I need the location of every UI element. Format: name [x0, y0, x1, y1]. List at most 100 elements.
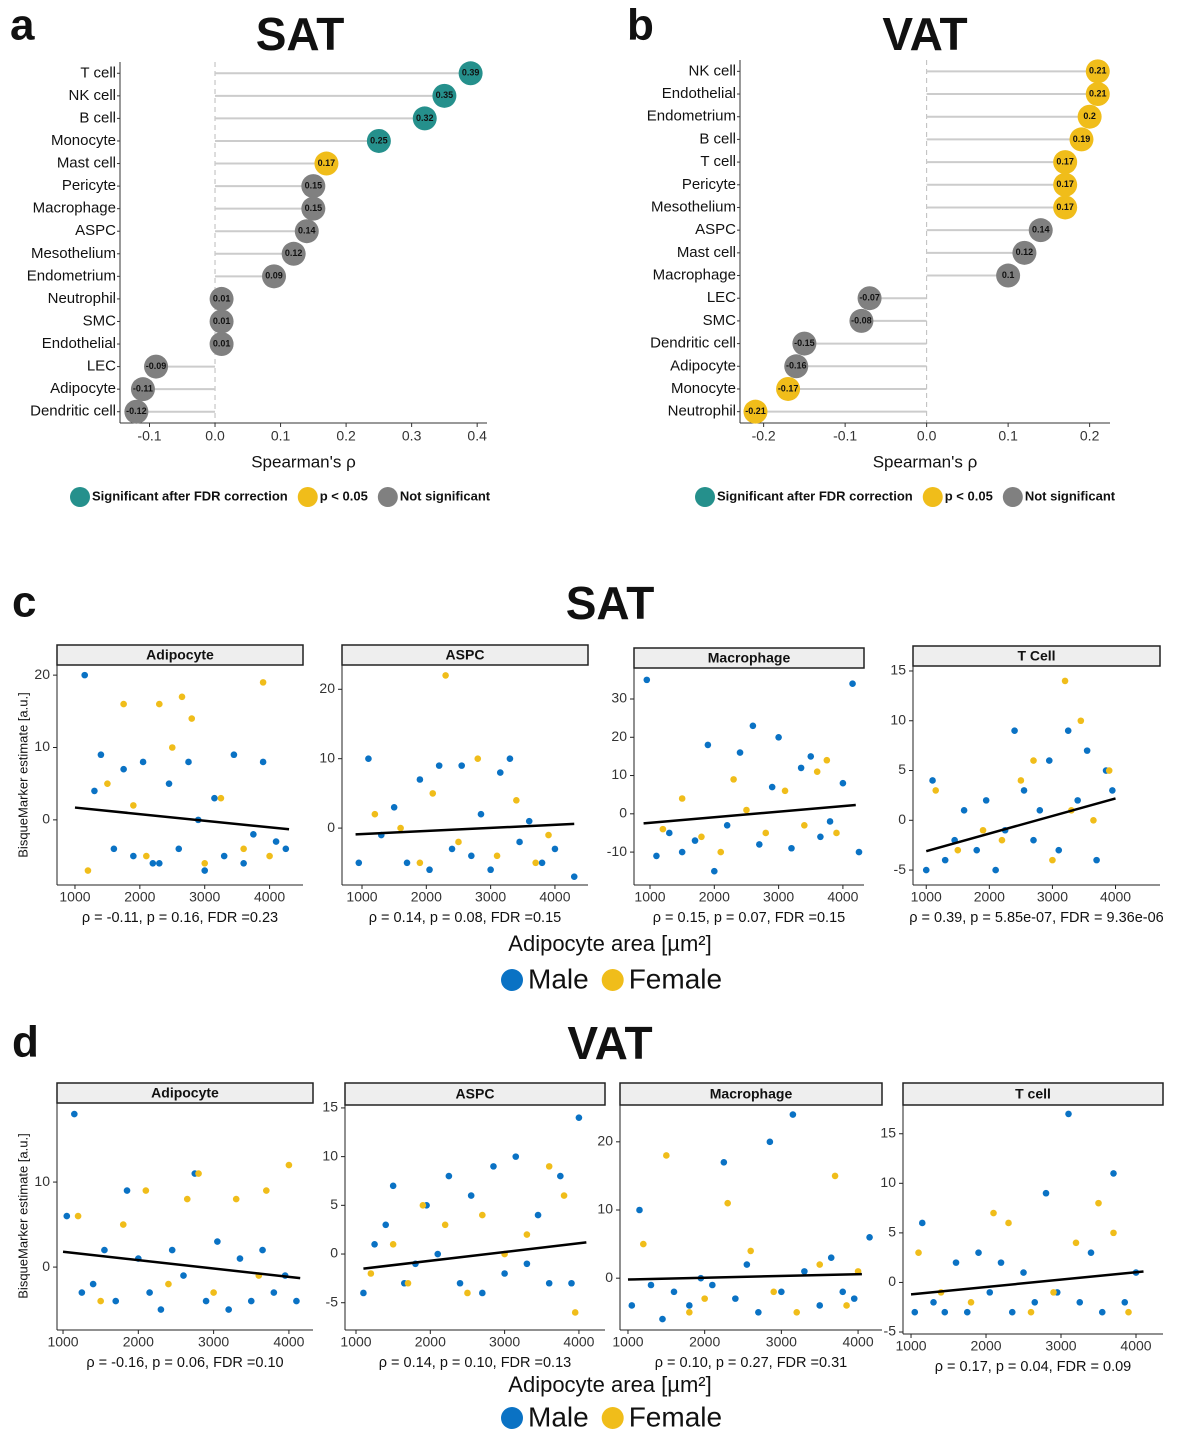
y-tick-label: 0 — [605, 1269, 613, 1285]
point — [97, 751, 105, 759]
x-tick-label: 3000 — [1045, 1338, 1076, 1354]
y-tick-label: 20 — [319, 680, 335, 696]
point — [1049, 856, 1056, 864]
x-tick-label: 3000 — [766, 1334, 797, 1350]
point — [801, 1268, 808, 1275]
stats-label: ρ = -0.11, p = 0.16, FDR =0.23 — [82, 910, 278, 926]
dot — [412, 106, 437, 131]
point — [512, 1153, 520, 1160]
point — [788, 844, 795, 852]
point — [188, 715, 196, 722]
dot — [366, 128, 391, 153]
point — [826, 818, 834, 825]
category-label: B cell — [699, 130, 736, 147]
point — [724, 1199, 731, 1207]
y-tick-label: 10 — [319, 749, 335, 765]
point — [717, 848, 725, 856]
point — [81, 671, 89, 679]
value-label: 0.2 — [1083, 111, 1096, 121]
x-tick-label: 1000 — [634, 889, 665, 905]
legend-label: Female — [629, 1401, 722, 1432]
x-tick-label: 1000 — [911, 889, 942, 905]
category-label: Neutrophil — [668, 403, 736, 420]
point — [71, 1110, 78, 1118]
point — [532, 859, 539, 867]
point — [442, 672, 449, 679]
point — [816, 1261, 824, 1268]
point — [403, 859, 411, 867]
stats-label: ρ = 0.17, p = 0.04, FDR = 0.09 — [935, 1359, 1131, 1375]
strip — [902, 1082, 1164, 1106]
point — [1011, 727, 1018, 735]
x-tick-label: 4000 — [563, 1334, 594, 1350]
y-tick-label: 5 — [898, 761, 906, 777]
legend-swatch — [922, 487, 943, 507]
point — [1090, 816, 1097, 824]
point — [214, 1238, 221, 1245]
point — [551, 845, 559, 853]
y-tick-label: 10 — [34, 738, 50, 754]
point — [168, 744, 176, 751]
stats-label: ρ = 0.15, p = 0.07, FDR =0.15 — [653, 910, 845, 926]
point — [1030, 836, 1037, 844]
dot — [130, 377, 155, 402]
point — [441, 1221, 449, 1229]
y-tick-label: 10 — [597, 1201, 613, 1217]
point — [1065, 1110, 1072, 1118]
section-title: VAT — [567, 1017, 652, 1069]
category-label: Macrophage — [33, 200, 116, 217]
panel-letter: c — [12, 578, 36, 627]
point — [416, 859, 424, 867]
x-tick-label: 0.0 — [205, 428, 225, 444]
point — [456, 1279, 464, 1287]
y-tick-label: 0 — [888, 1273, 896, 1289]
point — [915, 1249, 922, 1257]
y-tick-label: 0 — [42, 811, 50, 827]
x-tick-label: 0.4 — [467, 428, 487, 444]
point — [922, 866, 930, 874]
point — [575, 1114, 583, 1121]
point — [1050, 1289, 1057, 1296]
category-label: LEC — [87, 358, 116, 375]
point — [973, 846, 981, 854]
point — [770, 1288, 778, 1296]
point — [538, 859, 546, 867]
point — [263, 1187, 270, 1194]
point — [180, 1272, 187, 1279]
y-tick-label: -10 — [607, 843, 627, 859]
category-label: Monocyte — [51, 132, 116, 149]
y-tick-label: 30 — [611, 690, 627, 706]
point — [506, 755, 514, 762]
section-title: SAT — [566, 577, 655, 629]
category-label: Endothelial — [662, 85, 736, 102]
fit-line — [62, 1250, 301, 1280]
value-label: 0.17 — [1056, 202, 1074, 212]
point — [839, 779, 847, 787]
point — [743, 806, 750, 814]
category-label: B cell — [79, 109, 116, 126]
dot — [743, 399, 768, 424]
point — [389, 1182, 397, 1190]
value-label: 0.14 — [298, 226, 316, 236]
point — [640, 1240, 647, 1248]
point — [397, 824, 404, 832]
legend-swatch — [695, 487, 715, 507]
point — [146, 1289, 153, 1296]
category-label: SMC — [83, 312, 117, 329]
point — [270, 1289, 278, 1296]
point — [112, 1297, 120, 1305]
x-tick-label: 0.3 — [402, 428, 422, 444]
point — [240, 859, 247, 867]
point — [211, 794, 218, 802]
category-label: T cell — [700, 153, 736, 170]
point — [686, 1308, 693, 1316]
value-label: 0.21 — [1089, 66, 1107, 76]
category-label: Mesothelium — [651, 198, 736, 215]
x-tick-label: 4000 — [273, 1334, 304, 1350]
point — [843, 1302, 850, 1309]
point — [698, 833, 705, 841]
point — [434, 1250, 442, 1258]
panel-title: ASPC — [446, 647, 485, 663]
x-tick-label: 3000 — [475, 889, 506, 905]
point — [941, 1308, 949, 1316]
